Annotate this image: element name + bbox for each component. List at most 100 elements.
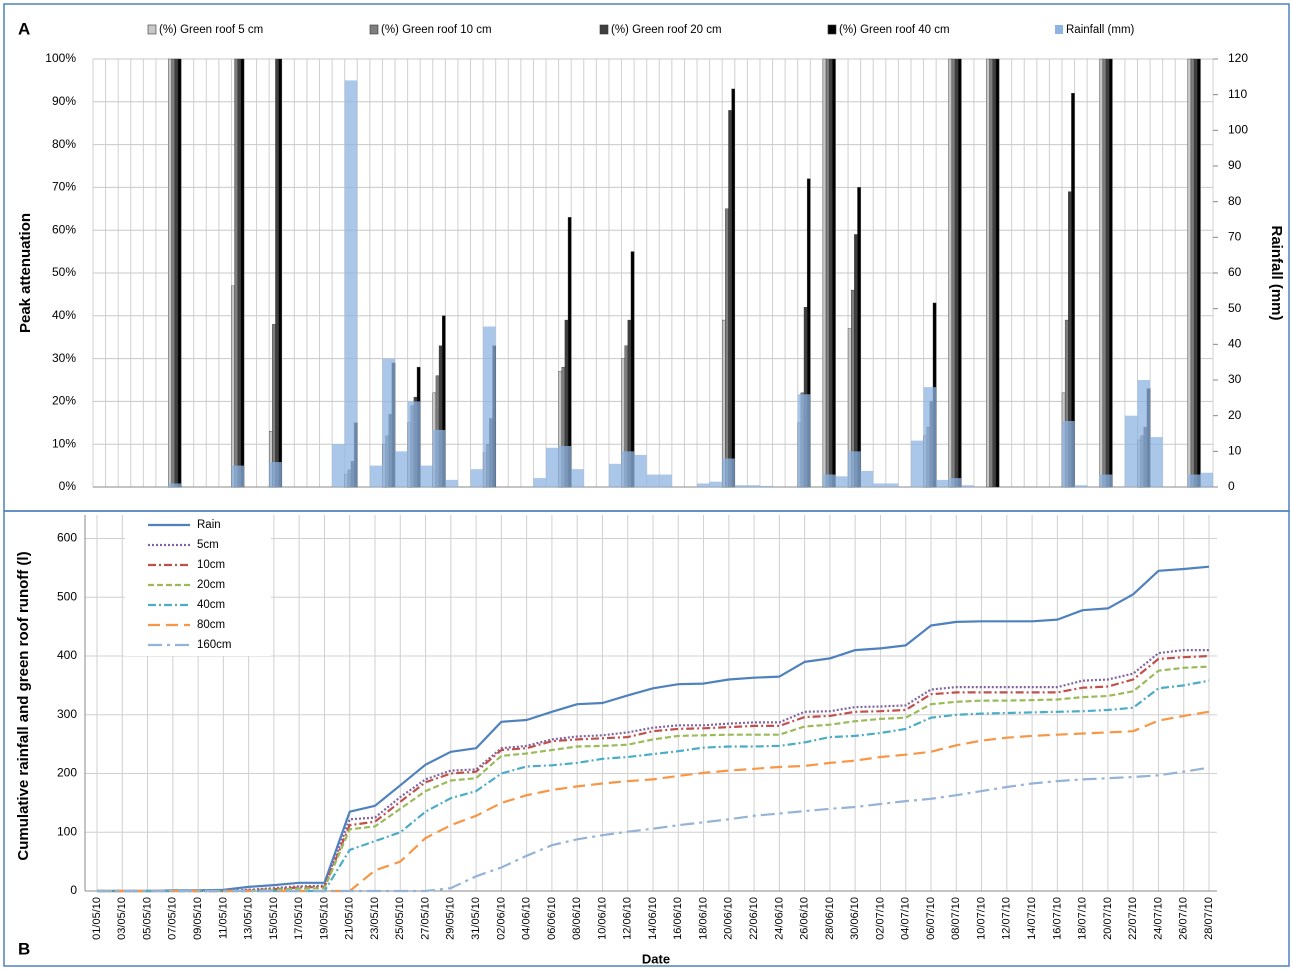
x-tick-label: 09/05/10	[192, 897, 204, 940]
x-tick-label: 11/05/10	[217, 897, 229, 939]
x-tick-label: 16/07/10	[1051, 897, 1063, 940]
x-tick-label: 19/05/10	[318, 897, 330, 940]
x-tick-label: 31/05/10	[470, 897, 482, 940]
attenuation-bar	[1099, 58, 1104, 488]
y2-tick-label: 80	[1228, 194, 1242, 208]
attenuation-bar	[951, 58, 956, 488]
legend-label: 160cm	[197, 639, 232, 651]
legend-label: (%) Green roof 10 cm	[381, 24, 492, 36]
x-tick-label: 12/07/10	[1001, 897, 1013, 940]
y-tick-label: 200	[57, 766, 77, 780]
panel-b-frame	[3, 510, 1290, 967]
rainfall-bar	[168, 483, 182, 487]
legend-swatch	[1055, 25, 1063, 34]
series-line	[97, 766, 1210, 893]
y2-tick-label: 70	[1228, 230, 1242, 244]
y2-tick-label: 90	[1228, 158, 1242, 172]
x-tick-label: 08/06/10	[571, 897, 583, 940]
x-tick-label: 24/07/10	[1152, 897, 1164, 940]
y-tick-label: 50%	[52, 265, 76, 279]
rainfall-bar	[910, 440, 924, 487]
y2-tick-label: 120	[1228, 51, 1248, 65]
x-tick-label: 14/07/10	[1026, 897, 1038, 940]
x-tick-label: 12/06/10	[622, 897, 634, 940]
x-tick-label: 26/07/10	[1178, 897, 1190, 940]
rainfall-bar	[445, 479, 458, 487]
x-tick-label: 14/06/10	[647, 897, 659, 940]
attenuation-bar	[948, 58, 953, 488]
rainfall-bar	[420, 465, 433, 487]
x-tick-label: 23/05/10	[369, 897, 381, 940]
y2-tick-label: 110	[1228, 87, 1247, 101]
y2-axis-title: Rainfall (mm)	[1268, 225, 1285, 320]
legend-label: 40cm	[197, 599, 225, 611]
attenuation-bar	[1193, 58, 1198, 488]
rainfall-bar	[1200, 472, 1213, 487]
rainfall-bar	[1061, 421, 1075, 487]
rainfall-bar	[822, 474, 836, 487]
x-tick-label: 20/07/10	[1102, 897, 1114, 940]
legend-label: 20cm	[197, 579, 225, 591]
legend-label: Rainfall (mm)	[1066, 24, 1135, 36]
series-line	[97, 665, 1210, 893]
rainfall-bar	[231, 465, 245, 487]
attenuation-bar	[832, 58, 836, 488]
x-tick-label: 06/07/10	[925, 897, 937, 940]
rainfall-bar	[634, 454, 647, 487]
attenuation-bar	[1102, 58, 1107, 488]
x-tick-label: 16/06/10	[672, 897, 684, 940]
rainfall-bar	[697, 483, 710, 487]
x-tick-label: 17/05/10	[293, 897, 305, 940]
x-tick-label: 15/05/10	[268, 897, 280, 940]
y-tick-label: 10%	[52, 436, 76, 450]
legend-label: (%) Green roof 40 cm	[839, 24, 950, 36]
rainfall-bar	[546, 447, 559, 487]
rainfall-bar	[646, 474, 660, 487]
legend-swatch	[827, 24, 837, 35]
rainfall-bar	[621, 451, 635, 487]
legend-label: 5cm	[197, 539, 219, 551]
rainfall-bar	[1150, 437, 1163, 487]
x-tick-label: 07/05/10	[167, 897, 179, 940]
x-tick-label: 27/05/10	[419, 897, 431, 940]
rainfall-bar	[835, 476, 849, 487]
y2-tick-label: 60	[1228, 265, 1242, 279]
series-line	[97, 649, 1209, 893]
rainfall-bar	[797, 394, 811, 487]
legend-swatch	[147, 24, 157, 35]
rainfall-bar	[382, 358, 396, 487]
series-line	[97, 710, 1210, 893]
attenuation-bar	[725, 208, 729, 488]
x-tick-label: 22/06/10	[748, 897, 760, 940]
legend-label: 80cm	[197, 619, 225, 631]
rainfall-bar	[948, 478, 962, 487]
attenuation-bar	[177, 58, 182, 488]
y2-tick-label: 30	[1228, 372, 1242, 386]
y-tick-label: 40%	[52, 308, 76, 322]
rainfall-bar	[269, 462, 282, 487]
x-tick-label: 10/06/10	[596, 897, 608, 940]
x-tick-label: 30/06/10	[849, 897, 861, 940]
x-tick-label: 24/06/10	[773, 897, 785, 940]
attenuation-bar	[240, 58, 245, 488]
rainfall-bar	[848, 451, 861, 487]
attenuation-bar	[995, 58, 1000, 488]
rainfall-bar	[344, 80, 358, 488]
attenuation-bar	[1108, 58, 1113, 488]
y-tick-label: 30%	[52, 351, 76, 365]
rainfall-bar	[1124, 415, 1138, 487]
x-tick-label: 21/05/10	[344, 897, 356, 940]
x-tick-label: 26/06/10	[799, 897, 811, 940]
attenuation-bar	[828, 58, 833, 488]
legend-swatch	[369, 24, 379, 35]
attenuation-bar	[825, 58, 830, 488]
x-tick-label: 22/07/10	[1127, 897, 1139, 940]
attenuation-bar	[728, 110, 732, 488]
attenuation-bar	[278, 58, 282, 488]
y-tick-label: 600	[57, 531, 77, 545]
attenuation-bar	[854, 234, 858, 488]
y-tick-label: 0	[70, 883, 77, 897]
legend-label: Rain	[197, 519, 221, 531]
x-tick-label: 03/05/10	[116, 897, 128, 940]
